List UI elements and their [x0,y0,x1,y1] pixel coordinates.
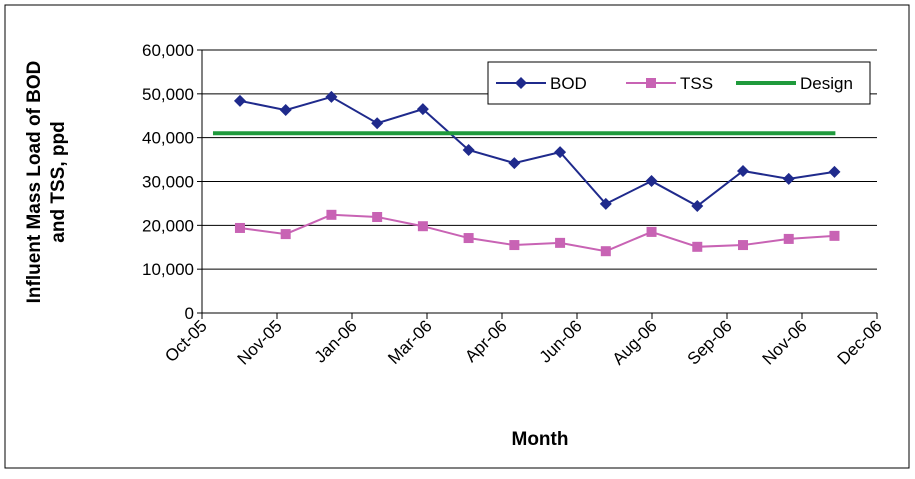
series-line [239,95,835,208]
data-point [508,157,521,170]
data-point [738,240,749,251]
data-point [463,233,474,244]
data-point [692,241,703,252]
data-point [371,117,384,130]
series-line [239,213,835,253]
data-point [737,164,750,177]
y-tick-label: 50,000 [142,85,194,104]
y-tick-label: 20,000 [142,216,194,235]
legend-label: TSS [680,74,713,93]
data-point [416,103,429,116]
data-point [555,237,566,248]
data-point [829,230,840,241]
y-axis-title: Influent Mass Load of BOD [24,61,45,304]
data-point [509,240,520,251]
data-point [783,233,794,244]
data-point [645,175,658,188]
legend-box [487,61,871,105]
legend-label: BOD [550,74,587,93]
y-tick-label: 30,000 [142,173,194,192]
data-point [234,222,245,233]
data-point [279,104,292,117]
data-point [646,226,657,237]
legend-marker [646,78,656,88]
legend-label: Design [800,74,853,93]
data-point [554,146,567,159]
data-point [372,212,383,223]
data-point [828,165,841,178]
legend-marker [515,77,527,89]
y-tick-label: 40,000 [142,129,194,148]
data-point [325,90,338,103]
data-point [280,229,291,240]
y-tick-label: 0 [185,304,194,323]
data-point [417,221,428,232]
x-axis-title: Month [512,429,569,450]
data-point [326,209,337,220]
data-point [600,246,611,257]
y-tick-label: 10,000 [142,260,194,279]
data-point [599,197,612,210]
data-point [691,200,704,213]
y-tick-label: 60,000 [142,41,194,60]
y-axis-title: and TSS, ppd [48,121,69,242]
data-point [782,172,795,185]
data-point [462,143,475,156]
data-point [233,94,246,107]
